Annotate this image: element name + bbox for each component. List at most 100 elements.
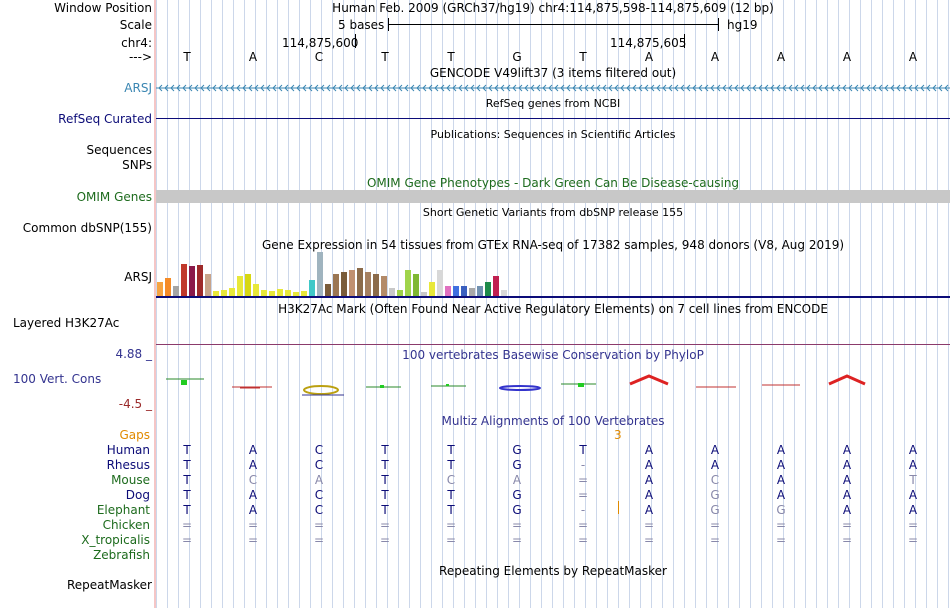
- gtex-tissue-bar[interactable]: [389, 288, 395, 296]
- alignment-base: C: [248, 473, 258, 487]
- gtex-tissue-bar[interactable]: [397, 290, 403, 296]
- alignment-base: T: [183, 473, 191, 487]
- base-1: T: [183, 50, 191, 64]
- gtex-tissue-bar[interactable]: [365, 272, 371, 296]
- gtex-tissue-bar[interactable]: [437, 270, 443, 296]
- gtex-tissue-bar[interactable]: [485, 282, 491, 296]
- gtex-tissue-bar[interactable]: [349, 270, 355, 296]
- species-label-human[interactable]: Human: [106, 443, 150, 457]
- cons-phylop-plot[interactable]: [156, 372, 950, 400]
- gtex-tissue-bar[interactable]: [197, 265, 203, 296]
- alignment-base: A: [842, 458, 852, 472]
- gtex-tissue-bar[interactable]: [405, 270, 411, 296]
- gtex-tissue-bar[interactable]: [429, 282, 435, 296]
- gtex-bar-chart[interactable]: [156, 252, 536, 296]
- alignment-base: =: [841, 533, 853, 547]
- h3k27ac-track-label[interactable]: Layered H3K27Ac: [13, 316, 120, 330]
- gtex-tissue-bar[interactable]: [261, 290, 267, 296]
- species-label-mouse[interactable]: Mouse: [111, 473, 150, 487]
- gtex-tissue-bar[interactable]: [285, 290, 291, 296]
- gtex-title: Gene Expression in 54 tissues from GTEx …: [261, 238, 845, 252]
- base-2: A: [248, 50, 258, 64]
- alignment-base: G: [710, 488, 720, 502]
- species-label-rhesus[interactable]: Rhesus: [106, 458, 150, 472]
- gtex-tissue-bar[interactable]: [381, 276, 387, 296]
- alignment-base: T: [183, 488, 191, 502]
- alignment-base: A: [644, 503, 654, 517]
- alignment-base: -: [580, 503, 586, 517]
- alignment-base: A: [842, 473, 852, 487]
- gtex-tissue-bar[interactable]: [269, 291, 275, 296]
- omim-title: OMIM Gene Phenotypes - Dark Green Can Be…: [366, 176, 740, 190]
- gtex-tissue-bar[interactable]: [477, 286, 483, 296]
- base-11: A: [842, 50, 852, 64]
- alignment-base: =: [181, 518, 193, 532]
- repeatmasker-track-label[interactable]: RepeatMasker: [66, 578, 152, 592]
- gtex-tissue-bar[interactable]: [421, 292, 427, 296]
- species-label-dog[interactable]: Dog: [125, 488, 150, 502]
- gtex-tissue-bar[interactable]: [293, 292, 299, 296]
- alignment-base: A: [248, 443, 258, 457]
- gtex-tissue-bar[interactable]: [229, 288, 235, 296]
- dbsnp-track-label[interactable]: Common dbSNP(155): [22, 221, 152, 235]
- gtex-tissue-bar[interactable]: [181, 264, 187, 296]
- alignment-base: =: [841, 518, 853, 532]
- gtex-tissue-bar[interactable]: [413, 274, 419, 296]
- alignment-base: =: [247, 533, 259, 547]
- alignment-base: C: [314, 443, 324, 457]
- alignment-base: A: [644, 473, 654, 487]
- gtex-tissue-bar[interactable]: [357, 268, 363, 296]
- alignment-base: =: [247, 518, 259, 532]
- refseq-track-label[interactable]: RefSeq Curated: [58, 112, 152, 126]
- gtex-tissue-bar[interactable]: [469, 288, 475, 296]
- alignment-base: G: [512, 458, 522, 472]
- alignment-base: T: [909, 473, 917, 487]
- gtex-tissue-bar[interactable]: [341, 272, 347, 296]
- gtex-tissue-bar[interactable]: [221, 290, 227, 296]
- window-position-label: Window Position: [54, 1, 152, 15]
- gtex-track-label[interactable]: ARSJ: [124, 270, 152, 284]
- species-label-elephant[interactable]: Elephant: [96, 503, 150, 517]
- gtex-tissue-bar[interactable]: [309, 280, 315, 296]
- gtex-tissue-bar[interactable]: [165, 278, 171, 296]
- gtex-tissue-bar[interactable]: [277, 289, 283, 296]
- base-3: C: [314, 50, 324, 64]
- multiz-gaps-label[interactable]: Gaps: [119, 428, 150, 442]
- gtex-tissue-bar[interactable]: [301, 291, 307, 296]
- refseq-gene-line[interactable]: [156, 118, 950, 119]
- gtex-tissue-bar[interactable]: [189, 266, 195, 296]
- gtex-tissue-bar[interactable]: [493, 276, 499, 296]
- gtex-tissue-bar[interactable]: [373, 274, 379, 296]
- gtex-tissue-bar[interactable]: [445, 286, 451, 296]
- species-label-chicken[interactable]: Chicken: [102, 518, 150, 532]
- gtex-tissue-bar[interactable]: [501, 290, 507, 296]
- cons-track-label[interactable]: 100 Vert. Cons: [13, 372, 102, 386]
- species-label-zebrafish[interactable]: Zebrafish: [93, 548, 150, 562]
- gtex-tissue-bar[interactable]: [461, 286, 467, 296]
- window-position-value: Human Feb. 2009 (GRCh37/hg19) chr4:114,8…: [332, 1, 774, 15]
- alignment-base: =: [709, 533, 721, 547]
- gtex-tissue-bar[interactable]: [157, 282, 163, 296]
- gencode-arsj-gene[interactable]: [156, 82, 950, 94]
- gtex-tissue-bar[interactable]: [237, 276, 243, 296]
- species-label-x_tropicalis[interactable]: X_tropicalis: [81, 533, 150, 547]
- alignment-base: T: [381, 458, 389, 472]
- label-gutter[interactable]: [154, 0, 156, 608]
- gtex-tissue-bar[interactable]: [173, 286, 179, 296]
- gtex-tissue-bar[interactable]: [253, 284, 259, 296]
- gtex-tissue-bar[interactable]: [213, 291, 219, 296]
- base-grid: [156, 0, 950, 608]
- gtex-tissue-bar[interactable]: [325, 284, 331, 296]
- gtex-tissue-bar[interactable]: [245, 274, 251, 296]
- gtex-tissue-bar[interactable]: [453, 286, 459, 296]
- gtex-tissue-bar[interactable]: [333, 274, 339, 296]
- gencode-track-label[interactable]: ARSJ: [124, 81, 152, 95]
- gtex-tissue-bar[interactable]: [317, 252, 323, 296]
- snps-track-label[interactable]: SNPs: [122, 158, 152, 172]
- coordinate-2-tick: [684, 34, 685, 48]
- omim-gene-bar[interactable]: [156, 190, 950, 203]
- omim-track-label[interactable]: OMIM Genes: [76, 190, 152, 204]
- publications-track-label[interactable]: Sequences: [86, 143, 152, 157]
- dbsnp-title: Short Genetic Variants from dbSNP releas…: [422, 206, 684, 219]
- gtex-tissue-bar[interactable]: [205, 274, 211, 296]
